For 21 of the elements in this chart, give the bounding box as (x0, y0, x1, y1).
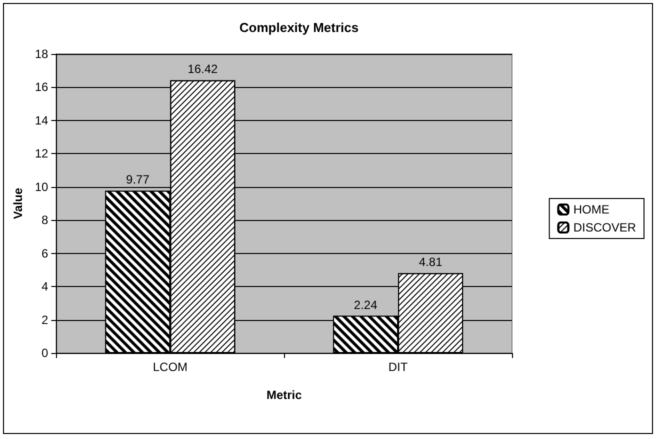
y-axis-title: Value (11, 188, 25, 220)
y-tick-label: 0 (42, 346, 49, 360)
y-tick-label: 6 (42, 246, 49, 260)
chart-title: Complexity Metrics (239, 20, 359, 35)
legend-label: DISCOVER (573, 220, 636, 234)
data-label: 9.77 (126, 172, 150, 187)
y-tick-label: 14 (34, 113, 49, 128)
y-tick-label: 4 (42, 280, 49, 294)
data-label: 16.42 (188, 62, 218, 76)
data-label: 4.81 (418, 255, 443, 270)
y-tick-label: 16 (34, 80, 49, 94)
x-axis-title: Metric (266, 388, 302, 402)
y-tick-label: 12 (34, 146, 49, 161)
y-tick-label: 10 (34, 180, 49, 194)
y-tick-label: 2 (42, 312, 49, 327)
x-tick-label: DIT (388, 360, 408, 374)
y-tick-label: 8 (42, 213, 49, 228)
legend-label: HOME (573, 202, 610, 216)
y-tick-label: 18 (34, 47, 49, 61)
data-label: 2.24 (354, 298, 378, 312)
x-tick-label: LCOM (152, 360, 188, 374)
